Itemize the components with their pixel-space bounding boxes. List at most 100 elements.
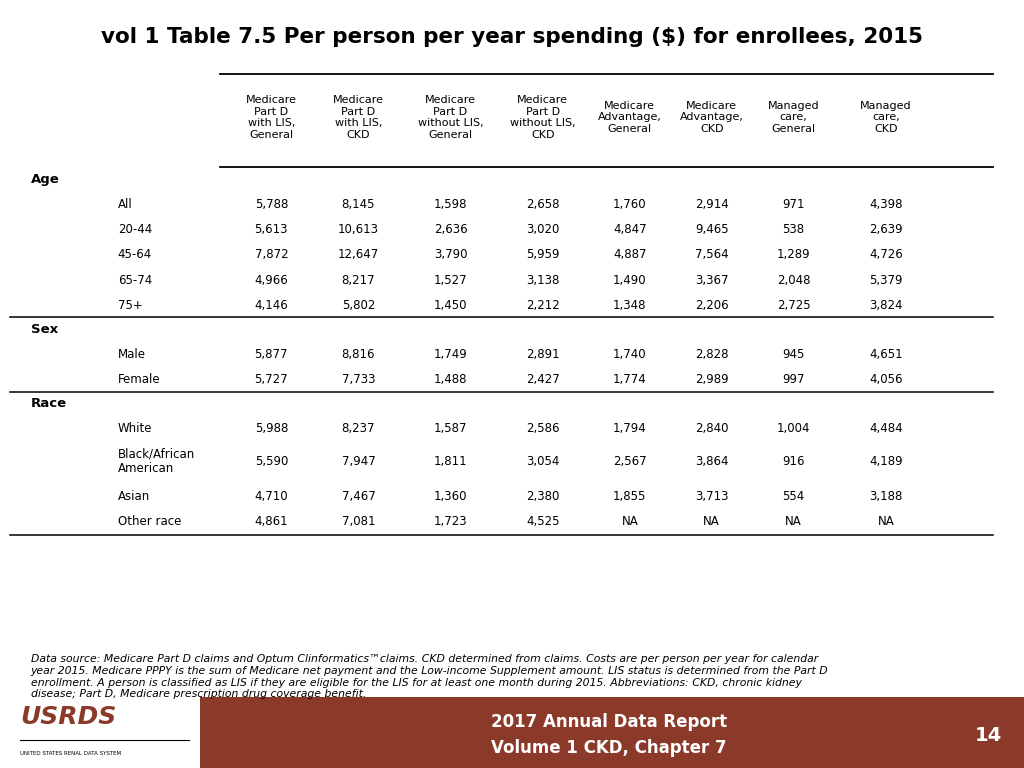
Text: NA: NA [878,515,894,528]
Text: 20-44: 20-44 [118,223,152,237]
Text: 3,020: 3,020 [526,223,559,237]
Text: 3,824: 3,824 [869,299,902,312]
Text: 2,914: 2,914 [695,198,728,211]
Text: 5,727: 5,727 [255,373,288,386]
Text: 3,054: 3,054 [526,455,559,468]
Text: 1,004: 1,004 [777,422,810,435]
Text: 945: 945 [782,348,805,361]
Text: Medicare
Advantage,
CKD: Medicare Advantage, CKD [680,101,743,134]
Text: NA: NA [703,515,720,528]
Text: 7,733: 7,733 [342,373,375,386]
Text: Data source: Medicare Part D claims and Optum Clinformatics™claims. CKD determin: Data source: Medicare Part D claims and … [31,654,828,699]
Text: 4,966: 4,966 [255,273,288,286]
Text: 4,651: 4,651 [869,348,902,361]
Text: 3,367: 3,367 [695,273,728,286]
Text: 4,726: 4,726 [869,248,902,261]
Text: 5,959: 5,959 [526,248,559,261]
Text: 10,613: 10,613 [338,223,379,237]
Text: 5,788: 5,788 [255,198,288,211]
Text: 1,527: 1,527 [434,273,467,286]
Text: 5,877: 5,877 [255,348,288,361]
Text: 4,146: 4,146 [255,299,288,312]
Text: 2,658: 2,658 [526,198,559,211]
Text: 2,725: 2,725 [777,299,810,312]
Text: 1,289: 1,289 [777,248,810,261]
Text: 2,989: 2,989 [695,373,728,386]
Text: 4,861: 4,861 [255,515,288,528]
Text: Male: Male [118,348,145,361]
Text: NA: NA [622,515,638,528]
Text: 1,450: 1,450 [434,299,467,312]
Text: 2,639: 2,639 [869,223,902,237]
Text: 1,794: 1,794 [613,422,646,435]
Text: 1,490: 1,490 [613,273,646,286]
Text: 4,710: 4,710 [255,490,288,503]
Bar [0,697,200,768]
Text: 2,891: 2,891 [526,348,559,361]
Text: 971: 971 [782,198,805,211]
Text: 75+: 75+ [118,299,142,312]
Text: 1,740: 1,740 [613,348,646,361]
Text: 4,525: 4,525 [526,515,559,528]
Text: 5,379: 5,379 [869,273,902,286]
Text: 7,081: 7,081 [342,515,375,528]
Text: Race: Race [31,397,67,410]
Text: 5,590: 5,590 [255,455,288,468]
Text: NA: NA [785,515,802,528]
Text: Medicare
Advantage,
General: Medicare Advantage, General [598,101,662,134]
Text: 2,586: 2,586 [526,422,559,435]
Text: 1,760: 1,760 [613,198,646,211]
Text: Medicare
Part D
with LIS,
CKD: Medicare Part D with LIS, CKD [333,95,384,140]
Text: 1,855: 1,855 [613,490,646,503]
Text: 5,613: 5,613 [255,223,288,237]
Text: 2,840: 2,840 [695,422,728,435]
Text: All: All [118,198,132,211]
Text: 8,217: 8,217 [342,273,375,286]
Text: 1,749: 1,749 [434,348,467,361]
Text: 8,816: 8,816 [342,348,375,361]
Text: 2017 Annual Data Report: 2017 Annual Data Report [492,713,727,731]
Text: Female: Female [118,373,161,386]
Text: 9,465: 9,465 [695,223,728,237]
Text: Age: Age [31,174,59,187]
Text: 8,237: 8,237 [342,422,375,435]
Text: 5,988: 5,988 [255,422,288,435]
Text: 65-74: 65-74 [118,273,152,286]
Text: 3,188: 3,188 [869,490,902,503]
Text: Managed
care,
General: Managed care, General [768,101,819,134]
Text: USRDS: USRDS [20,705,117,729]
Text: Medicare
Part D
without LIS,
CKD: Medicare Part D without LIS, CKD [510,95,575,140]
Text: 1,360: 1,360 [434,490,467,503]
Text: 2,380: 2,380 [526,490,559,503]
Text: Medicare
Part D
without LIS,
General: Medicare Part D without LIS, General [418,95,483,140]
Text: Medicare
Part D
with LIS,
General: Medicare Part D with LIS, General [246,95,297,140]
Text: 5,802: 5,802 [342,299,375,312]
Text: 1,723: 1,723 [434,515,467,528]
Text: Asian: Asian [118,490,150,503]
Text: 8,145: 8,145 [342,198,375,211]
Text: 554: 554 [782,490,805,503]
Text: 1,348: 1,348 [613,299,646,312]
Text: 3,790: 3,790 [434,248,467,261]
Text: 2,048: 2,048 [777,273,810,286]
Text: 2,212: 2,212 [526,299,559,312]
Text: 997: 997 [782,373,805,386]
Text: White: White [118,422,153,435]
Text: 7,872: 7,872 [255,248,288,261]
Text: 916: 916 [782,455,805,468]
Text: 14: 14 [975,726,1001,745]
Text: 3,713: 3,713 [695,490,728,503]
Text: 1,811: 1,811 [434,455,467,468]
Text: UNITED STATES RENAL DATA SYSTEM: UNITED STATES RENAL DATA SYSTEM [20,751,122,756]
Text: Black/African
American: Black/African American [118,447,195,475]
Text: Volume 1 CKD, Chapter 7: Volume 1 CKD, Chapter 7 [492,740,727,757]
Text: Sex: Sex [31,323,57,336]
Text: 4,056: 4,056 [869,373,902,386]
Text: 7,947: 7,947 [342,455,375,468]
Text: 4,847: 4,847 [613,223,646,237]
Text: 7,564: 7,564 [695,248,728,261]
Text: 12,647: 12,647 [338,248,379,261]
Text: 1,774: 1,774 [613,373,646,386]
Text: 538: 538 [782,223,805,237]
Text: Managed
care,
CKD: Managed care, CKD [860,101,911,134]
